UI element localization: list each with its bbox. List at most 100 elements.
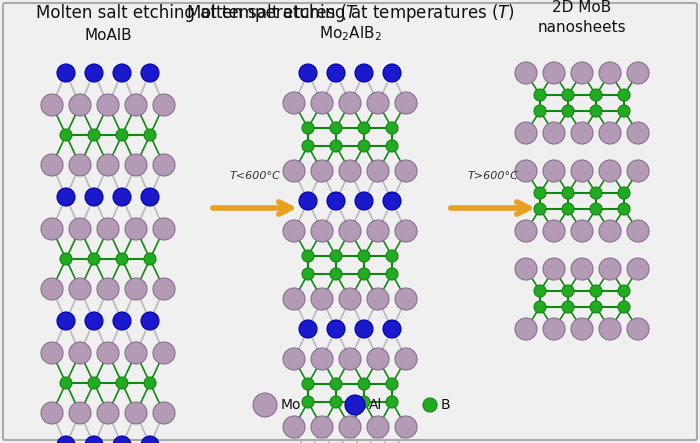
Circle shape [367,416,389,438]
Circle shape [113,436,131,443]
Circle shape [153,218,175,240]
Circle shape [339,348,361,370]
Circle shape [41,342,63,364]
Circle shape [543,160,565,182]
Circle shape [386,140,398,152]
Circle shape [571,122,593,144]
Circle shape [599,258,621,280]
Circle shape [113,64,131,82]
Circle shape [627,220,649,242]
Circle shape [327,320,345,338]
Circle shape [571,160,593,182]
Circle shape [311,92,333,114]
Circle shape [367,348,389,370]
Circle shape [386,250,398,262]
Circle shape [618,89,630,101]
Circle shape [571,220,593,242]
Circle shape [395,92,417,114]
Circle shape [41,278,63,300]
Circle shape [88,129,100,141]
Circle shape [383,320,401,338]
Circle shape [302,378,314,390]
FancyArrowPatch shape [213,202,291,214]
Circle shape [534,105,546,117]
Circle shape [358,396,370,408]
Circle shape [283,92,305,114]
Circle shape [367,160,389,182]
Circle shape [299,64,317,82]
Circle shape [153,342,175,364]
Circle shape [253,393,277,417]
Circle shape [590,105,602,117]
Text: T: T [345,4,355,22]
Circle shape [97,154,119,176]
Circle shape [88,253,100,265]
Circle shape [339,92,361,114]
Circle shape [113,188,131,206]
Circle shape [302,122,314,134]
Circle shape [41,154,63,176]
Circle shape [85,188,103,206]
Circle shape [302,250,314,262]
Circle shape [395,220,417,242]
Circle shape [57,64,75,82]
Circle shape [141,436,159,443]
Circle shape [383,192,401,210]
Circle shape [41,94,63,116]
Circle shape [358,140,370,152]
Circle shape [543,220,565,242]
Circle shape [85,312,103,330]
Circle shape [515,258,537,280]
Circle shape [330,250,342,262]
Circle shape [97,218,119,240]
Circle shape [97,342,119,364]
Circle shape [627,318,649,340]
Circle shape [386,268,398,280]
Circle shape [283,416,305,438]
Circle shape [599,318,621,340]
Circle shape [627,122,649,144]
Circle shape [69,342,91,364]
Circle shape [618,203,630,215]
Circle shape [627,258,649,280]
Circle shape [299,192,317,210]
Circle shape [386,122,398,134]
Circle shape [395,348,417,370]
Circle shape [543,258,565,280]
Circle shape [311,288,333,310]
Circle shape [125,218,147,240]
Text: Al: Al [369,398,382,412]
Text: Mo: Mo [281,398,302,412]
Circle shape [618,301,630,313]
Circle shape [618,105,630,117]
Circle shape [358,378,370,390]
Circle shape [345,395,365,415]
Circle shape [358,268,370,280]
Circle shape [355,64,373,82]
Circle shape [302,268,314,280]
Circle shape [599,220,621,242]
Circle shape [144,377,156,389]
Circle shape [534,285,546,297]
Circle shape [311,416,333,438]
Circle shape [141,188,159,206]
Circle shape [125,154,147,176]
Circle shape [562,89,574,101]
Circle shape [69,278,91,300]
Circle shape [571,258,593,280]
Circle shape [386,378,398,390]
Circle shape [283,288,305,310]
Circle shape [330,122,342,134]
Circle shape [395,160,417,182]
Circle shape [355,320,373,338]
Circle shape [395,288,417,310]
Circle shape [311,348,333,370]
Circle shape [283,160,305,182]
Circle shape [543,62,565,84]
Circle shape [590,89,602,101]
Circle shape [627,62,649,84]
Circle shape [590,301,602,313]
Circle shape [299,320,317,338]
Circle shape [330,378,342,390]
Circle shape [69,218,91,240]
